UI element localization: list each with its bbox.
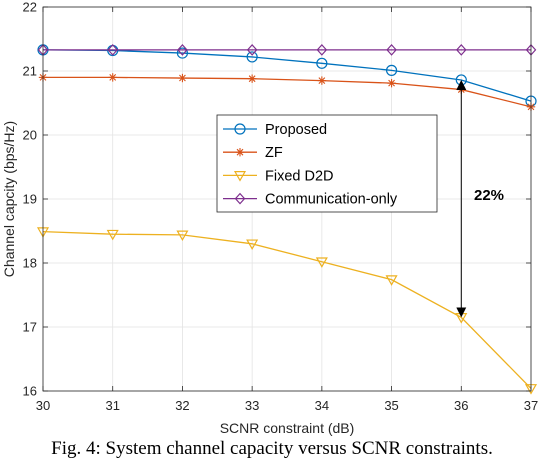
legend-marker xyxy=(234,123,246,135)
data-point xyxy=(178,73,187,83)
chart: 30 31 32 33 34 35 36 37 16 17 18 19 20 21 22 SCNR cons… xyxy=(1,0,539,436)
data-point xyxy=(106,229,119,241)
data-point xyxy=(176,47,189,59)
x-tick-label: 33 xyxy=(245,398,259,413)
series-line xyxy=(42,230,532,389)
y-tick-label: 21 xyxy=(23,64,37,79)
data-point xyxy=(108,73,117,82)
figure-caption: Fig. 4: System channel capacity versus S… xyxy=(51,438,493,459)
data-point xyxy=(315,257,328,268)
y-axis-title: Channel capcity (bps/Hz) xyxy=(1,121,17,277)
data-point xyxy=(387,78,396,88)
data-point xyxy=(246,239,259,251)
x-tick-label: 35 xyxy=(384,398,398,413)
data-point xyxy=(455,43,467,56)
ticks: 30 31 32 33 34 35 36 37 16 17 18 19 20 21 22 xyxy=(23,0,539,413)
y-tick-label: 20 xyxy=(23,128,37,143)
series-line xyxy=(43,76,532,108)
x-axis-title: SCNR constraint (dB) xyxy=(220,420,355,436)
y-tick-label: 18 xyxy=(23,256,37,271)
x-tick-label: 32 xyxy=(175,398,189,413)
y-tick-label: 19 xyxy=(23,192,37,207)
data-point xyxy=(386,43,397,56)
x-tick-label: 34 xyxy=(315,398,329,413)
legend-label: ZF xyxy=(265,145,283,161)
legend-marker xyxy=(233,171,247,182)
annotation-layer: 22% xyxy=(456,79,504,318)
y-tick-label: 22 xyxy=(23,0,37,15)
data-point xyxy=(316,57,328,69)
legend-item: Fixed D2D xyxy=(223,168,334,184)
series-line xyxy=(42,49,532,102)
data-point xyxy=(247,74,257,83)
data-point xyxy=(385,275,398,286)
x-tick-label: 30 xyxy=(36,398,50,413)
data-point xyxy=(246,51,258,63)
x-tick-label: 36 xyxy=(454,398,468,413)
x-tick-label: 37 xyxy=(524,398,538,413)
annotation-label: 22% xyxy=(474,187,504,204)
data-point xyxy=(316,43,328,56)
legend-marker xyxy=(234,192,246,205)
data-point xyxy=(385,64,398,76)
x-tick-label: 31 xyxy=(105,398,119,413)
data-point xyxy=(246,43,258,56)
y-tick-label: 16 xyxy=(23,384,37,399)
data-point xyxy=(177,43,188,56)
data-point xyxy=(107,43,119,56)
legend-item: Proposed xyxy=(223,122,327,138)
legend-item: Communication-only xyxy=(223,192,398,208)
y-tick-label: 17 xyxy=(23,320,37,335)
legend-label: Proposed xyxy=(265,122,327,138)
legend: Proposed ZF Fixed D2D Communication-only xyxy=(216,114,438,213)
data-point xyxy=(317,76,327,85)
legend-item: ZF xyxy=(223,145,283,161)
legend-box xyxy=(216,114,438,213)
legend-label: Communication-only xyxy=(265,192,398,208)
series-layer xyxy=(36,43,538,395)
legend-marker xyxy=(235,148,245,157)
legend-label: Fixed D2D xyxy=(265,168,334,184)
data-point xyxy=(176,230,189,242)
